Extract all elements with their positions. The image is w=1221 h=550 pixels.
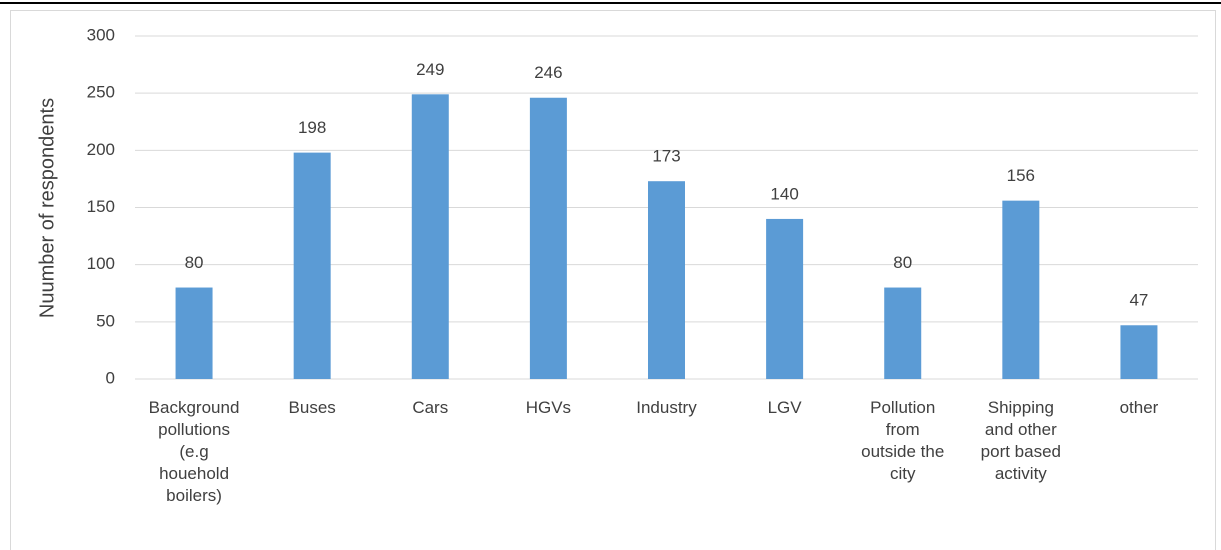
bar [175, 287, 213, 379]
y-axis-title: Nuumber of respondents [36, 98, 58, 318]
x-tick-label: Cars [412, 398, 449, 417]
bar [766, 218, 804, 379]
data-label: 80 [185, 253, 204, 272]
y-tick-label: 200 [87, 140, 115, 159]
data-label: 173 [652, 147, 680, 166]
bar [1120, 325, 1158, 379]
y-tick-label: 50 [96, 311, 115, 330]
bar [648, 181, 685, 379]
bar [884, 287, 922, 379]
y-tick-label: 300 [87, 25, 115, 44]
data-label: 47 [1129, 291, 1148, 310]
data-label: 198 [298, 118, 326, 137]
data-label: 156 [1007, 166, 1035, 185]
y-tick-label: 100 [87, 254, 115, 273]
data-label: 140 [770, 184, 798, 203]
x-tick-label: Pollution from outside the city [861, 398, 945, 483]
y-tick-label: 150 [87, 197, 115, 216]
x-tick-label: Industry [636, 398, 697, 417]
data-label: 80 [893, 253, 912, 272]
x-tick-label: HGVs [525, 398, 572, 417]
data-label: 249 [416, 60, 444, 79]
x-tick-label: LGV [767, 398, 802, 417]
bar [293, 152, 331, 379]
x-tick-label: Shipping and other port based activity [980, 398, 1061, 483]
x-tick-label: Buses [288, 398, 336, 417]
bar [411, 94, 449, 379]
bar [1002, 200, 1040, 379]
y-tick-label: 250 [87, 83, 115, 102]
y-tick-label: 0 [106, 368, 115, 387]
x-tick-label: other [1119, 398, 1159, 417]
data-label: 246 [534, 63, 562, 82]
bar [529, 97, 567, 380]
chart-frame [10, 10, 1216, 550]
x-tick-label: Background pollutions (e.g houehold boil… [148, 398, 240, 505]
